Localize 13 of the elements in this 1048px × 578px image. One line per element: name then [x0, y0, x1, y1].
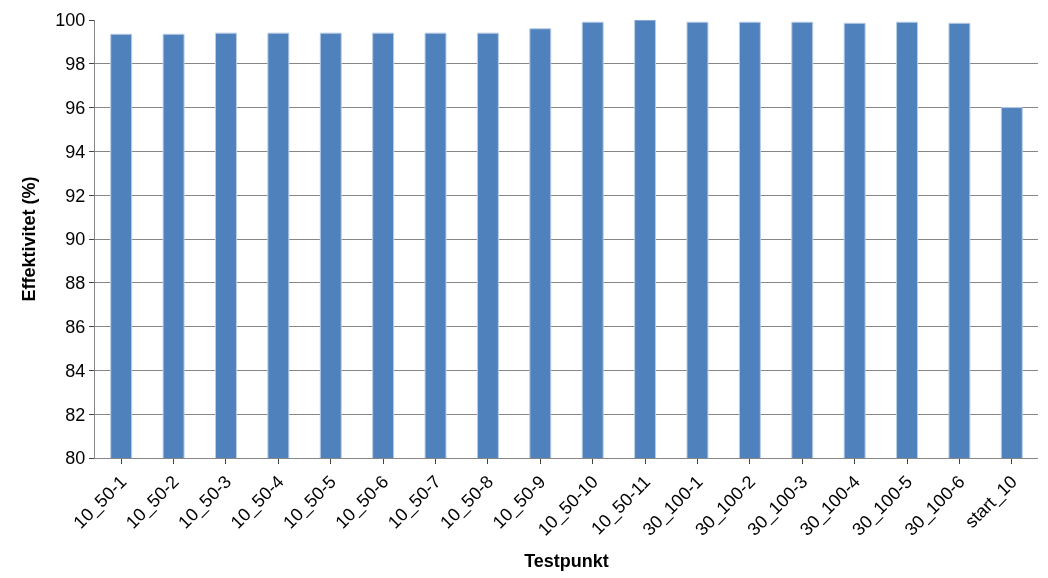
- y-axis-title: Effektivitet (%): [18, 176, 39, 302]
- y-tick-label: 98: [65, 54, 86, 75]
- y-tick-label: 88: [65, 273, 86, 294]
- y-tick-label: 96: [65, 97, 86, 118]
- y-tick-label: 80: [65, 448, 86, 469]
- y-tick-label: 84: [65, 360, 86, 381]
- y-tick-label: 94: [65, 141, 86, 162]
- y-tick-label: 82: [65, 404, 86, 425]
- y-tick-label: 90: [65, 229, 86, 250]
- y-tick-label: 92: [65, 185, 86, 206]
- x-axis-title: Testpunkt: [524, 551, 609, 572]
- y-tick-label: 100: [55, 10, 86, 31]
- y-tick-label: 86: [65, 316, 86, 337]
